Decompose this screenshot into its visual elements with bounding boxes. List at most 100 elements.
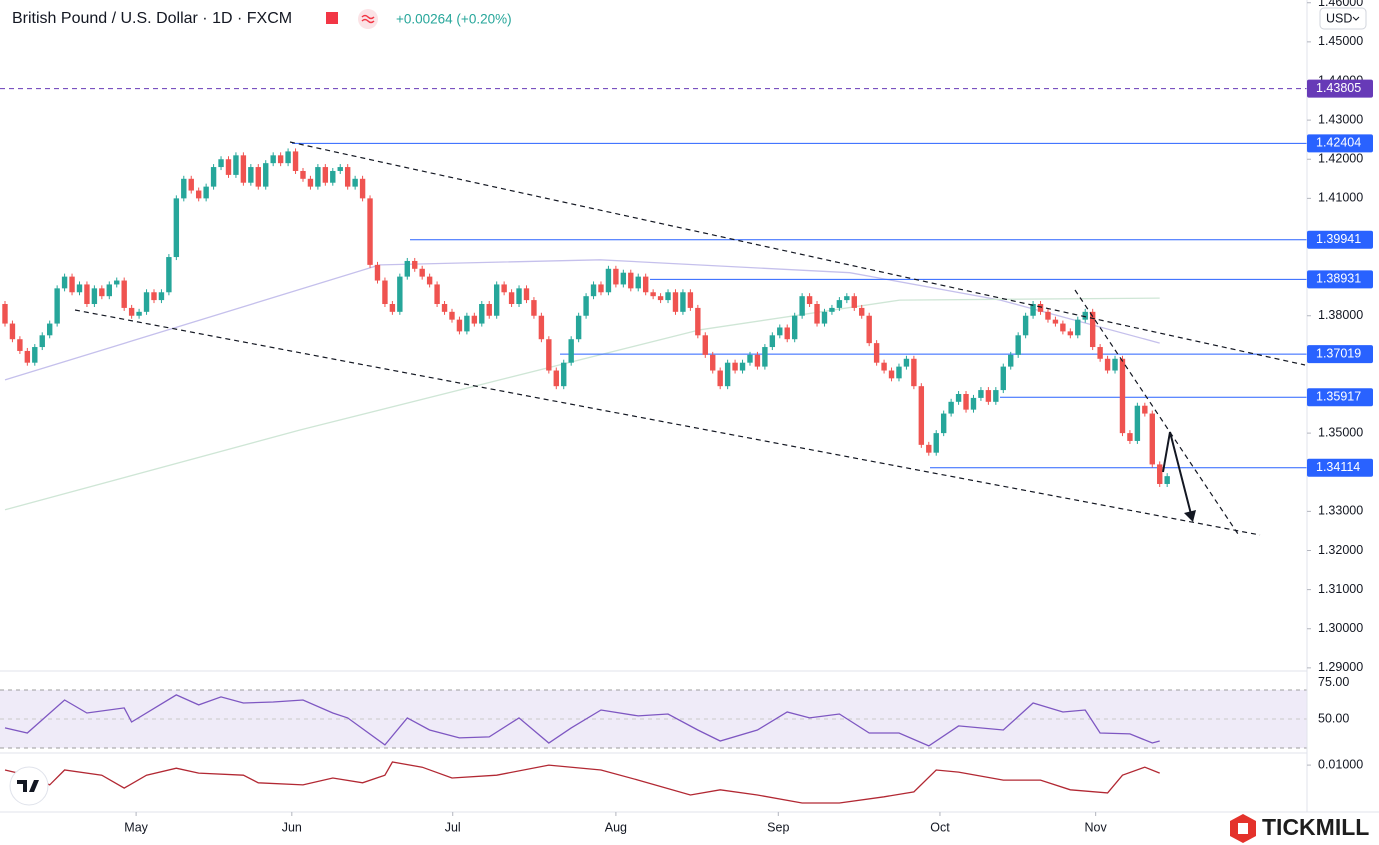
- symbol-title: British Pound / U.S. Dollar · 1D · FXCM: [12, 10, 292, 27]
- candle: [17, 339, 23, 351]
- candle: [754, 354, 761, 367]
- flag-icon[interactable]: [326, 12, 338, 24]
- candle: [1015, 335, 1021, 355]
- candle: [1075, 319, 1081, 336]
- x-tick-label: Jun: [282, 820, 302, 834]
- candle: [695, 307, 701, 336]
- candle: [762, 347, 768, 367]
- candle: [225, 159, 232, 175]
- candle: [1008, 354, 1014, 367]
- candle: [628, 272, 634, 289]
- x-tick-label: Sep: [767, 820, 789, 834]
- candle: [993, 390, 999, 402]
- candle: [1142, 405, 1148, 414]
- candle: [91, 288, 98, 305]
- candle: [561, 362, 567, 387]
- candle: [1000, 366, 1006, 391]
- candle: [516, 288, 522, 305]
- candle: [337, 167, 343, 171]
- candle: [54, 288, 60, 324]
- candle: [441, 304, 448, 312]
- level-price-label: 1.34114: [1316, 460, 1360, 474]
- moving-average: [4, 297, 1160, 511]
- tv-logo-mark: [17, 780, 39, 792]
- candle: [195, 190, 202, 199]
- candle: [918, 386, 925, 445]
- candle: [814, 304, 820, 324]
- moving-average: [4, 259, 1160, 381]
- indicator-icon[interactable]: [358, 9, 378, 29]
- candle: [493, 284, 500, 316]
- candle: [665, 292, 671, 301]
- candle: [710, 354, 716, 371]
- candle: [99, 288, 105, 297]
- y-tick-label: 1.46000: [1318, 0, 1363, 9]
- candle: [829, 307, 835, 312]
- osc-tick-label: 0.01000: [1318, 757, 1363, 771]
- trendline: [289, 141, 1306, 366]
- candle: [1052, 319, 1059, 324]
- y-tick-label: 1.33000: [1318, 504, 1363, 518]
- candle: [1030, 304, 1036, 316]
- candle: [285, 151, 291, 164]
- candle: [9, 323, 16, 340]
- x-tick-label: Aug: [605, 820, 627, 834]
- candle: [903, 358, 910, 367]
- level-price-label: 1.35917: [1316, 390, 1361, 404]
- level-price-box: [1307, 270, 1373, 289]
- level-price-label: 1.37019: [1316, 346, 1361, 360]
- candle: [240, 155, 247, 183]
- candle: [210, 167, 217, 187]
- candle: [158, 292, 165, 301]
- candle: [471, 315, 478, 324]
- candle: [672, 292, 679, 312]
- candle: [1104, 358, 1111, 371]
- candle: [1060, 323, 1066, 332]
- x-tick-label: Nov: [1085, 820, 1108, 834]
- trendline: [1074, 289, 1241, 538]
- candle: [397, 276, 403, 312]
- candle: [531, 300, 537, 316]
- candle: [367, 198, 373, 265]
- level-price-box: [1307, 134, 1373, 153]
- candle: [456, 319, 463, 332]
- y-tick-label: 1.41000: [1318, 191, 1363, 205]
- price-change: +0.00264 (+0.20%): [396, 12, 512, 27]
- candle: [76, 284, 83, 293]
- candle: [821, 311, 828, 324]
- candle: [642, 276, 649, 293]
- logo-inner: [1238, 823, 1248, 834]
- level-price-box: [1307, 79, 1373, 98]
- candle: [2, 304, 8, 324]
- candle: [806, 296, 813, 305]
- level-price-box: [1307, 388, 1373, 407]
- candle: [233, 155, 239, 175]
- candle: [687, 292, 694, 308]
- candle: [307, 178, 314, 187]
- y-tick-label: 1.45000: [1318, 34, 1363, 48]
- x-tick-label: Oct: [930, 820, 950, 834]
- candle: [344, 167, 351, 187]
- candle: [248, 167, 254, 183]
- candle: [791, 315, 798, 340]
- candle: [218, 159, 224, 168]
- candle: [84, 284, 90, 305]
- candle: [277, 155, 284, 164]
- candle: [650, 292, 656, 297]
- currency-button[interactable]: [1319, 7, 1367, 30]
- y-tick-label: 1.30000: [1318, 621, 1363, 635]
- candle: [486, 304, 492, 316]
- candle: [732, 362, 738, 371]
- candle: [635, 276, 641, 289]
- candle: [166, 257, 172, 293]
- trendlines: [74, 141, 1306, 538]
- candle: [173, 198, 180, 258]
- candle: [1022, 315, 1029, 336]
- arrow-head: [1184, 510, 1196, 522]
- candle: [330, 170, 336, 183]
- candle: [598, 284, 604, 293]
- candle: [940, 413, 947, 434]
- candle: [799, 296, 805, 316]
